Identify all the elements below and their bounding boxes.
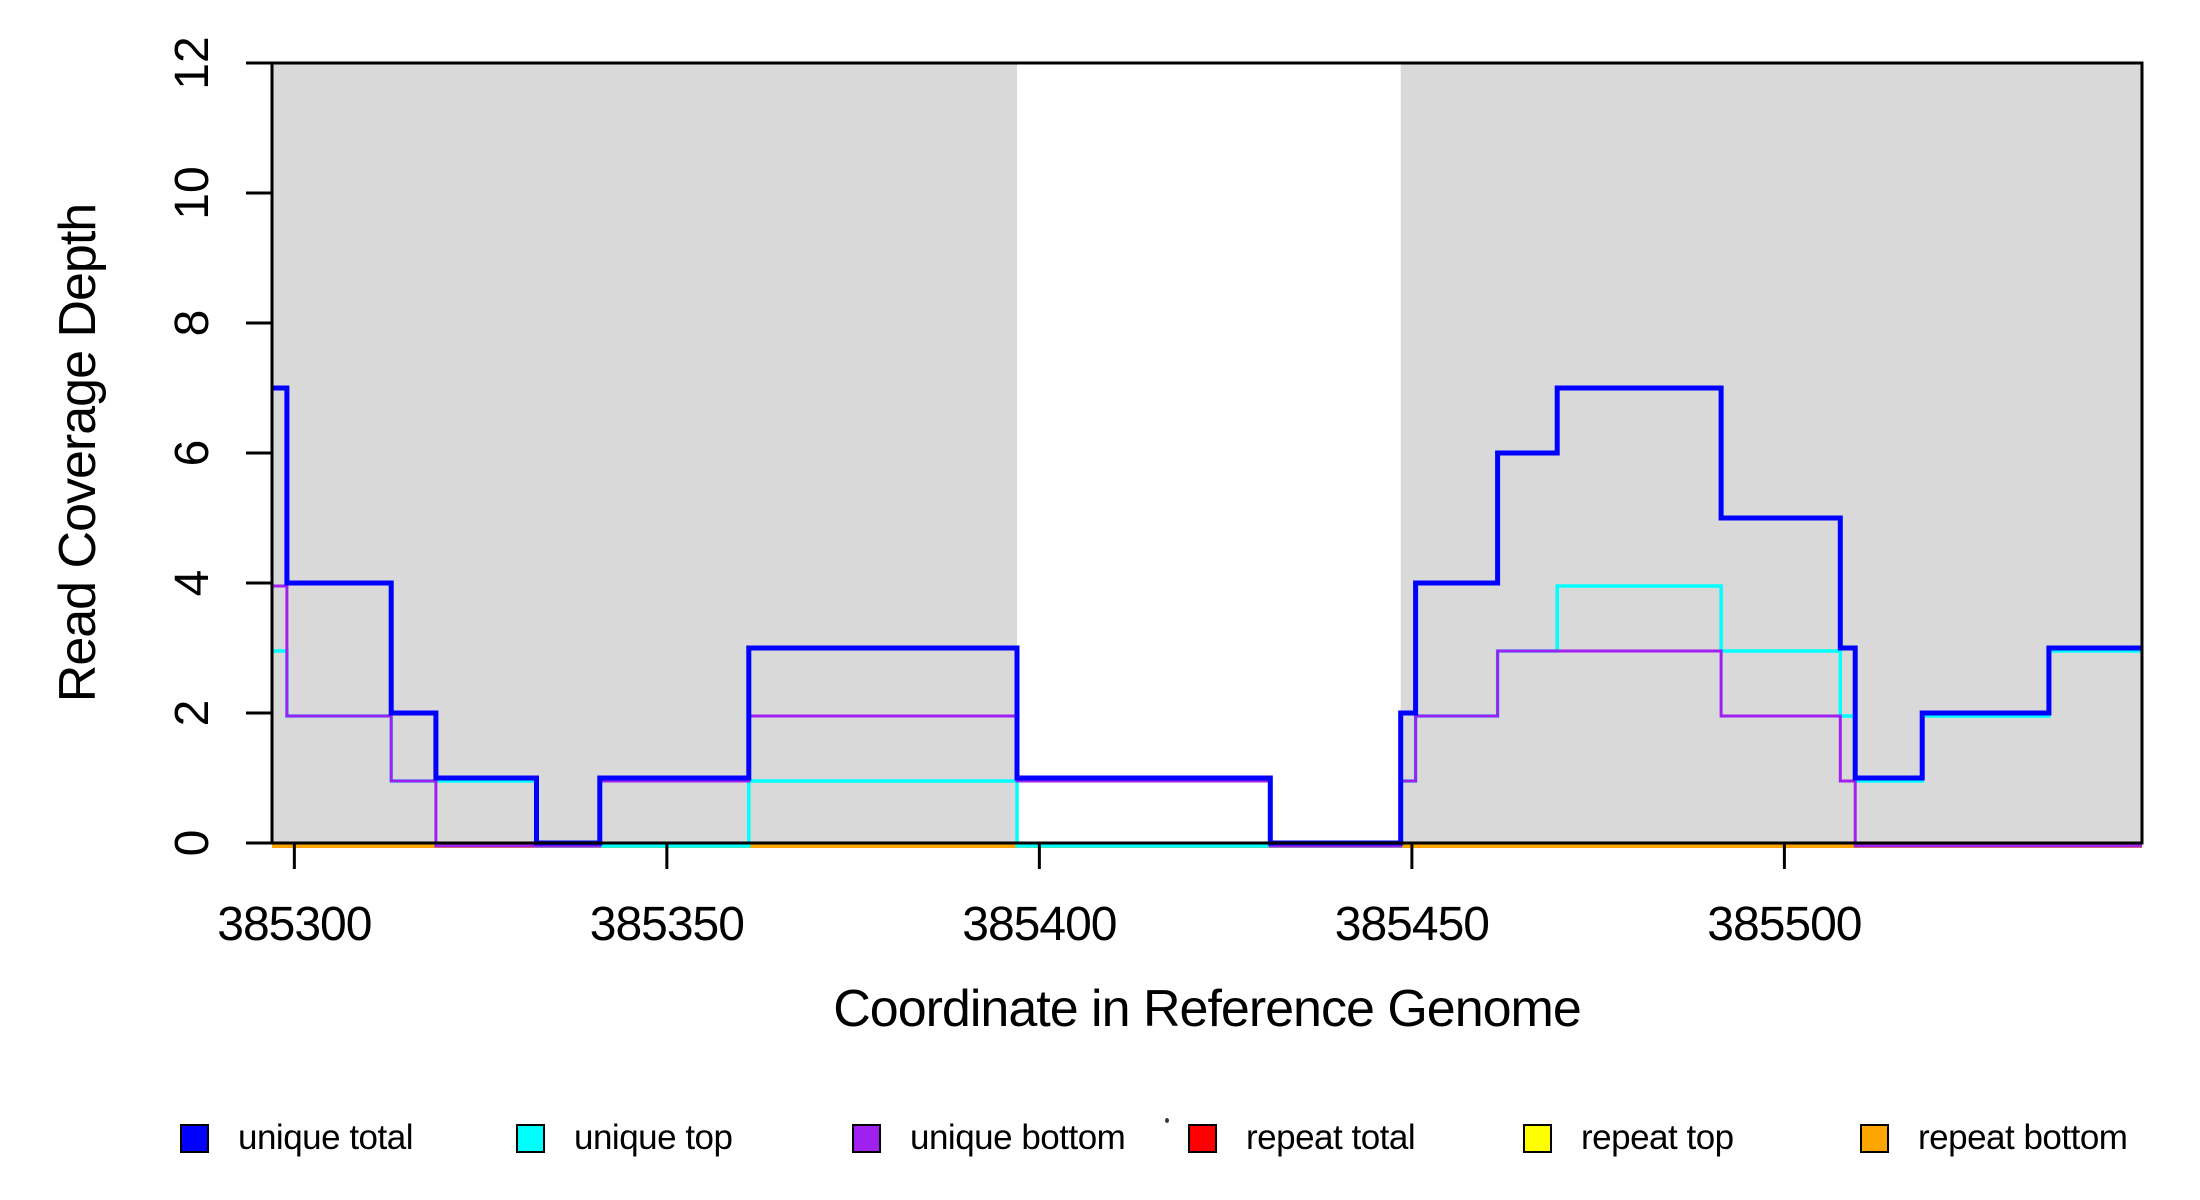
legend-item-repeat-total: repeat total [1188,1118,1416,1158]
y-tick-label: 8 [166,310,219,337]
x-tick-label: 385450 [1335,898,1489,951]
series-line-unique-bottom [272,584,2142,848]
legend-label: repeat bottom [1918,1118,2128,1157]
x-tick-label: 385400 [962,898,1116,951]
legend-item-repeat-top: repeat top [1523,1118,1734,1158]
legend-swatch-unique-bottom [852,1123,881,1153]
legend-item-unique-bottom: unique bottom [852,1118,1126,1158]
legend-label: repeat total [1246,1118,1416,1157]
legend-swatch-repeat-top [1523,1123,1552,1153]
repeat-region-shading-1 [272,63,1018,843]
y-tick-label: 12 [166,36,219,89]
series-group [272,385,2142,848]
y-tick-label: 4 [166,570,219,597]
stray-dot-artifact [1165,1118,1169,1123]
plot-frame [270,61,2144,845]
legend-item-unique-top: unique top [516,1118,733,1158]
x-tick-label: 385300 [217,898,371,951]
legend-label: unique top [574,1118,733,1157]
legend-swatch-unique-total [180,1123,209,1153]
y-tick-label: 10 [166,166,219,219]
y-tick-label: 6 [166,440,219,467]
legend-item-unique-total: unique total [180,1118,413,1158]
legend-label: unique bottom [910,1118,1126,1157]
legend-label: unique total [238,1118,413,1157]
legend-swatch-repeat-total [1188,1123,1217,1153]
y-tick-label: 0 [166,830,219,857]
legend: unique total unique top unique bottom re… [0,0,2200,1157]
legend-item-repeat-bottom: repeat bottom [1860,1118,2128,1158]
legend-swatch-repeat-bottom [1860,1123,1889,1153]
y-axis-title: Read Coverage Depth [49,204,107,702]
legend-swatch-unique-top [516,1123,545,1153]
x-tick-label: 385350 [590,898,744,951]
series-line-unique-total [272,385,2142,846]
y-tick-label: 2 [166,700,219,727]
x-axis-title: Coordinate in Reference Genome [833,980,1581,1038]
legend-label: repeat top [1581,1118,1734,1157]
x-tick-label: 385500 [1707,898,1861,951]
